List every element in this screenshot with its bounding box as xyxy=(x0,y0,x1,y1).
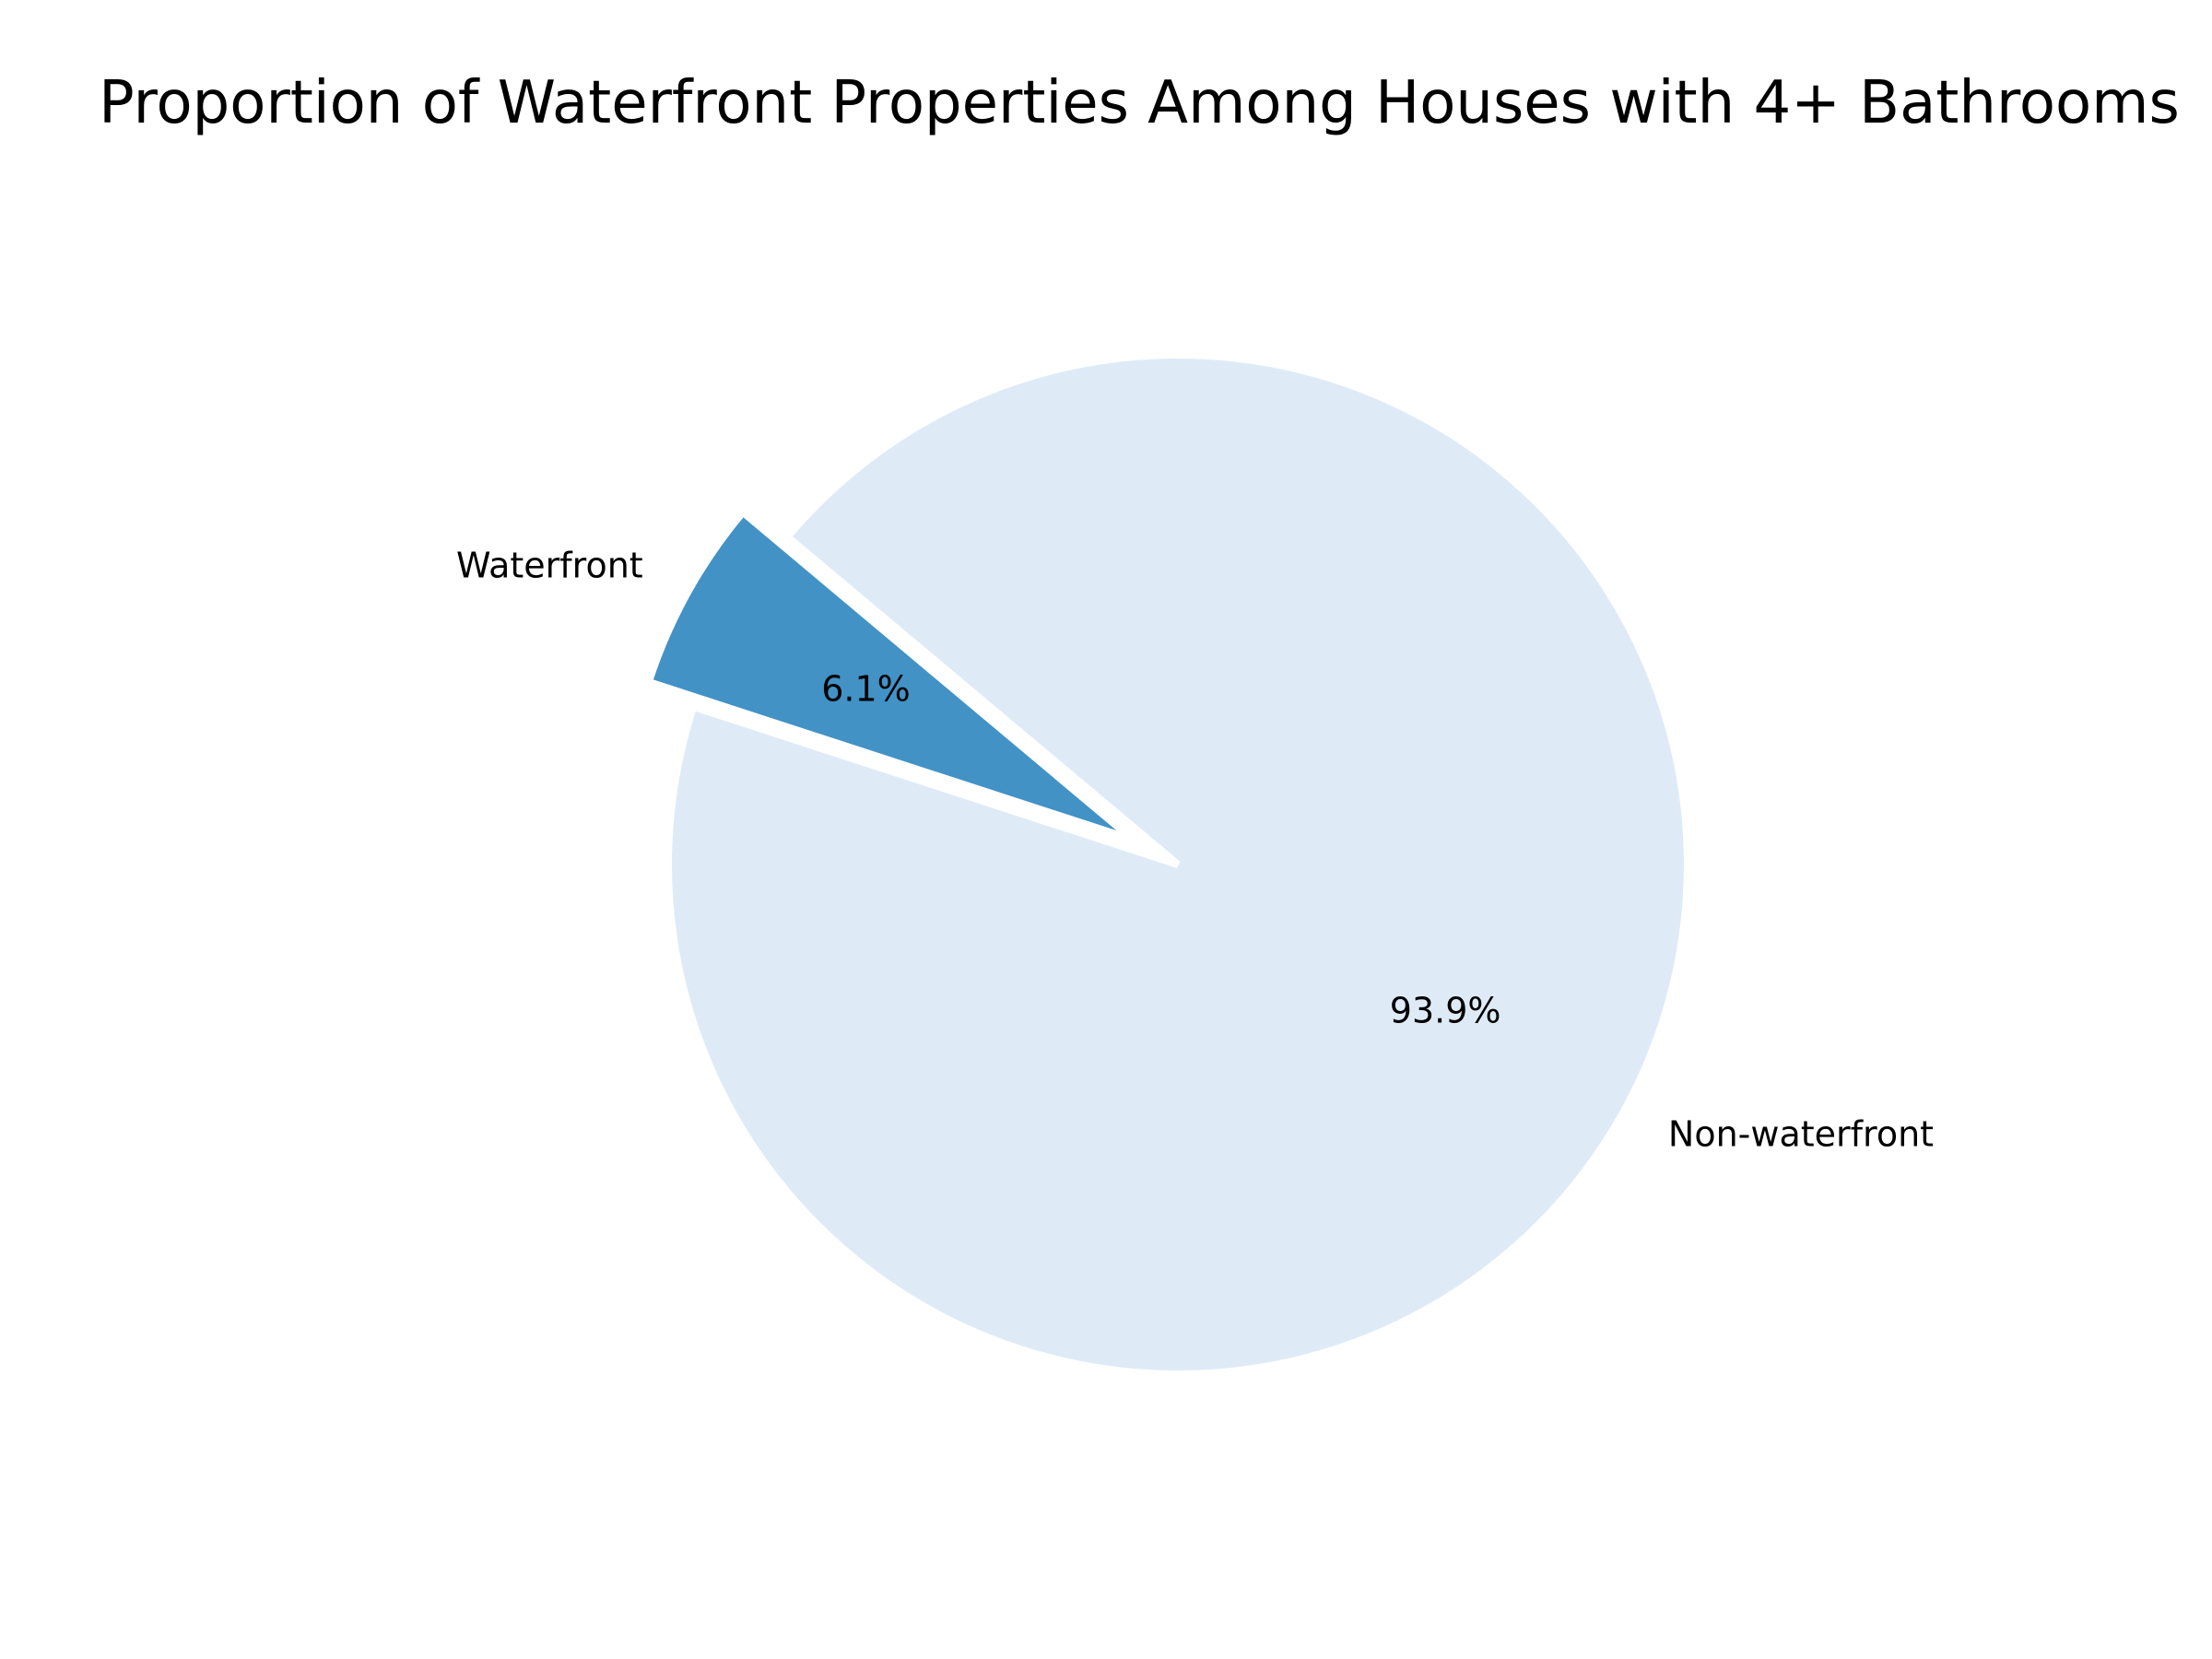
slice-label-non-waterfront: Non-waterfront xyxy=(1668,1114,1934,1155)
chart-title: Proportion of Waterfront Properties Amon… xyxy=(99,69,2180,137)
percent-label-waterfront: 6.1% xyxy=(821,669,911,710)
pie-labels: Waterfront 6.1% Non-waterfront 93.9% xyxy=(456,546,1934,1155)
pie-slice-non-waterfront xyxy=(665,351,1691,1378)
pie-slice-waterfront xyxy=(643,507,1136,843)
percent-label-non-waterfront: 93.9% xyxy=(1390,990,1501,1030)
slice-label-waterfront: Waterfront xyxy=(456,546,643,586)
pie-slices xyxy=(643,351,1691,1378)
